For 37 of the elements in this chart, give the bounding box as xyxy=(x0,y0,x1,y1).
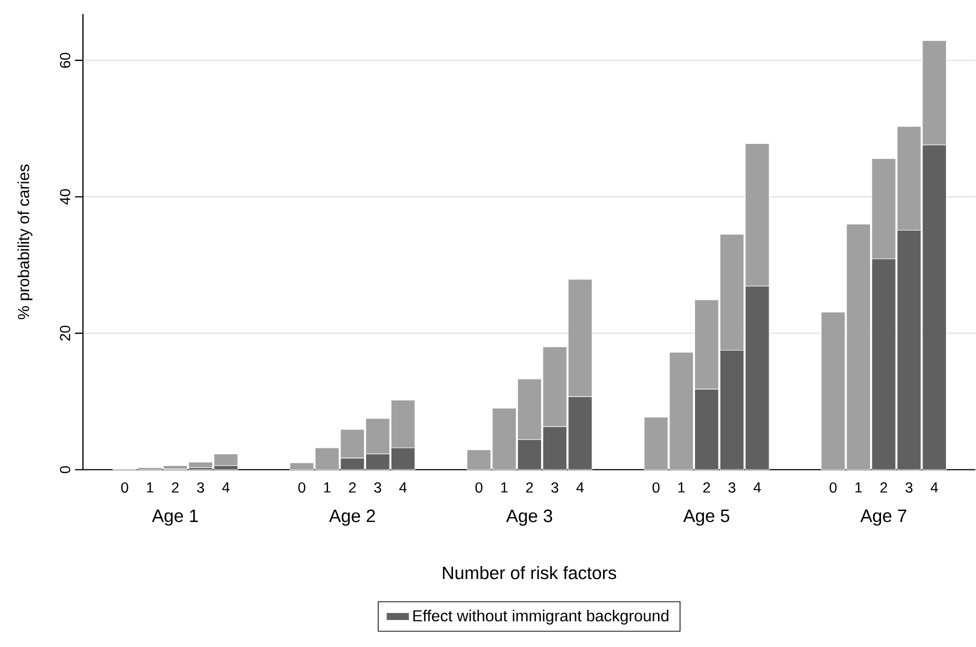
x-tick-label: 2 xyxy=(703,482,710,493)
x-tick-label: 1 xyxy=(501,482,508,493)
text: Age 1 xyxy=(152,510,198,526)
text: Age 2 xyxy=(329,510,375,526)
x-tick-label: 0 xyxy=(121,482,128,493)
x-tick-label: 1 xyxy=(678,482,685,493)
x-tick-label: 2 xyxy=(172,482,179,493)
x-tick-label: 4 xyxy=(399,482,407,493)
x-tick-label: 3 xyxy=(906,482,912,493)
x-tick-label: 1 xyxy=(324,482,330,493)
x-axis-title: Number of risk factors xyxy=(442,566,616,580)
x-tick-label: 0 xyxy=(830,482,837,493)
x-tick-label: 3 xyxy=(551,482,558,493)
x-tick-label: 0 xyxy=(475,482,482,493)
x-tick-label: 0 xyxy=(298,482,306,493)
x-tick-label: 4 xyxy=(930,482,938,493)
x-tick-label: 3 xyxy=(728,482,736,493)
x-tick-label: 2 xyxy=(349,482,356,493)
x-tick-label: 2 xyxy=(880,482,888,493)
y-tick-label: 60 xyxy=(60,53,70,68)
x-tick-label: 3 xyxy=(197,482,204,493)
y-axis-title: % probability of caries xyxy=(18,164,32,320)
x-tick-label: 0 xyxy=(652,482,660,493)
text: Age 3 xyxy=(506,510,552,526)
x-tick-label: 2 xyxy=(526,482,533,493)
y-tick-label: 0 xyxy=(60,466,70,474)
text: Age 7 xyxy=(860,510,906,526)
x-tick-label: 4 xyxy=(754,482,761,493)
text: Age 5 xyxy=(683,510,730,526)
x-tick-label: 1 xyxy=(147,482,154,493)
y-tick-label: 40 xyxy=(60,189,70,205)
legend-label: Effect without immigrant background xyxy=(413,610,668,625)
x-tick-label: 4 xyxy=(576,482,584,493)
x-tick-label: 1 xyxy=(855,482,862,493)
x-tick-label: 4 xyxy=(222,482,230,493)
y-tick-label: 20 xyxy=(60,326,70,341)
x-tick-label: 3 xyxy=(374,482,382,493)
